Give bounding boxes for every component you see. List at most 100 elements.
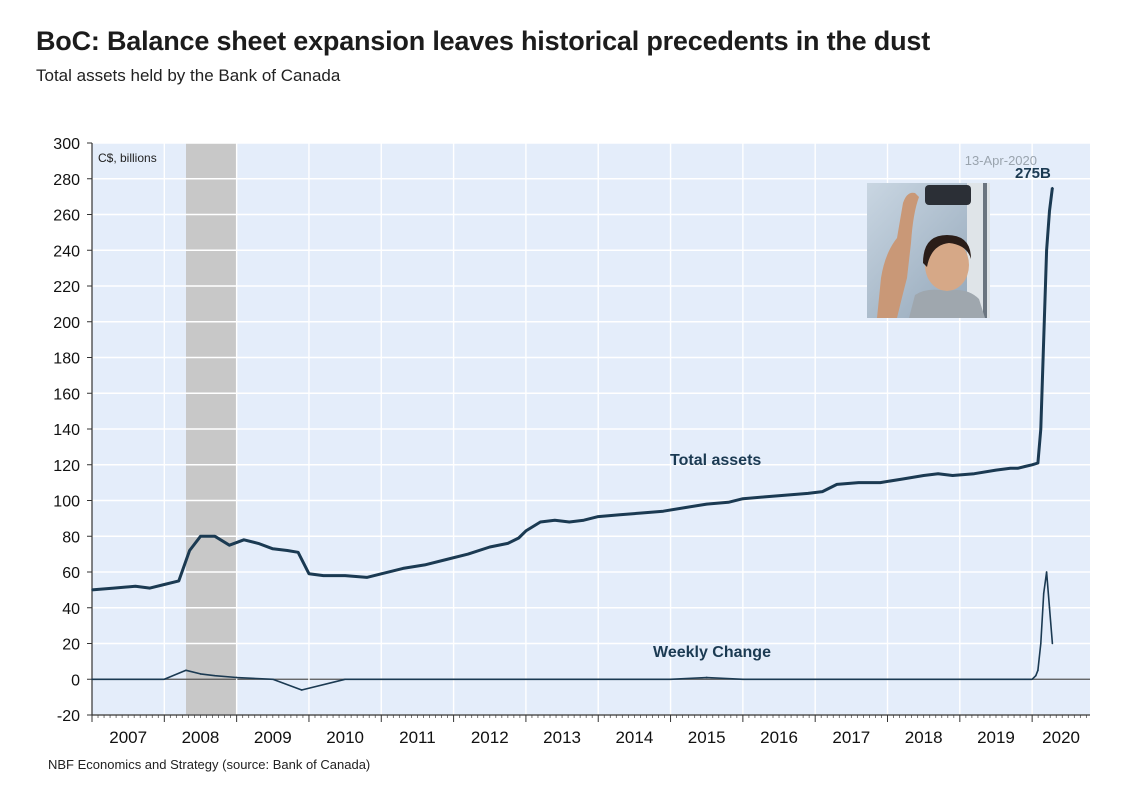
- data-point: [1042, 592, 1045, 595]
- selfie-photo: [867, 183, 990, 318]
- x-tick-label: 2007: [109, 728, 147, 747]
- data-point: [467, 553, 469, 555]
- data-point: [1034, 674, 1037, 677]
- data-point: [951, 474, 954, 477]
- y-tick-label: 80: [62, 529, 80, 546]
- data-point: [344, 678, 346, 681]
- y-tick-label: 40: [62, 601, 80, 618]
- y-tick-label: 60: [62, 565, 80, 582]
- y-tick-label: 120: [53, 458, 80, 475]
- data-point: [243, 539, 245, 541]
- chart-subtitle: Total assets held by the Bank of Canada: [36, 66, 341, 85]
- data-point: [785, 494, 788, 496]
- y-tick-label: -20: [57, 708, 80, 725]
- x-tick-label: 2013: [543, 728, 581, 747]
- data-point: [507, 542, 509, 545]
- data-point: [1040, 428, 1042, 430]
- x-tick-label: 2018: [905, 728, 943, 747]
- x-tick-label: 2014: [615, 728, 653, 747]
- data-point: [597, 515, 600, 518]
- data-point: [366, 576, 368, 579]
- data-point: [177, 580, 180, 582]
- chart-title: BoC: Balance sheet expansion leaves hist…: [36, 26, 930, 56]
- data-point: [163, 678, 166, 681]
- data-point: [1037, 669, 1039, 672]
- unit-label: C$, billions: [98, 151, 157, 165]
- x-tick-label: 2009: [254, 728, 292, 747]
- y-tick-label: 140: [53, 422, 80, 439]
- y-tick-label: 280: [53, 172, 80, 189]
- data-point: [554, 519, 556, 521]
- data-point: [742, 497, 744, 500]
- data-point: [91, 589, 93, 591]
- data-point: [322, 574, 325, 577]
- y-tick-label: 20: [62, 637, 80, 654]
- x-tick-label: 2008: [182, 728, 220, 747]
- data-point: [821, 490, 824, 493]
- data-point: [1024, 465, 1026, 468]
- data-point: [807, 492, 809, 495]
- data-point: [1024, 678, 1026, 681]
- data-point: [1016, 467, 1019, 470]
- data-point: [1051, 642, 1054, 645]
- x-tick-label: 2016: [760, 728, 798, 747]
- series-label-total-assets: Total assets: [670, 452, 761, 469]
- y-tick-label: 240: [53, 243, 80, 260]
- data-point: [727, 501, 730, 504]
- data-point: [582, 519, 585, 521]
- x-tick-label: 2019: [977, 728, 1015, 747]
- data-point: [705, 676, 708, 679]
- data-point: [423, 564, 426, 566]
- data-point: [922, 474, 925, 477]
- data-point: [271, 678, 274, 681]
- data-point: [640, 512, 643, 514]
- data-point: [344, 574, 346, 577]
- data-point: [286, 549, 289, 552]
- data-point: [112, 587, 115, 589]
- data-point: [742, 678, 744, 681]
- data-point: [857, 481, 860, 484]
- data-point: [199, 673, 202, 675]
- data-point: [879, 481, 882, 484]
- data-point: [235, 676, 238, 679]
- x-tick-label: 2011: [399, 728, 436, 747]
- data-point: [1051, 186, 1054, 189]
- data-point: [568, 521, 571, 523]
- y-tick-label: 160: [53, 386, 80, 403]
- data-point: [684, 506, 686, 509]
- y-tick-label: 0: [71, 672, 80, 689]
- data-point: [1045, 571, 1048, 573]
- data-point: [445, 558, 448, 561]
- y-tick-label: 260: [53, 208, 80, 225]
- data-point: [1040, 642, 1042, 645]
- data-point: [452, 678, 455, 681]
- peak-label: 275B: [1015, 165, 1051, 182]
- x-tick-label: 2017: [832, 728, 870, 747]
- data-point: [300, 689, 303, 691]
- y-tick-label: 200: [53, 315, 80, 332]
- data-point: [539, 521, 542, 523]
- data-point: [185, 669, 187, 672]
- data-point: [1045, 249, 1048, 252]
- data-point: [91, 678, 93, 681]
- data-point: [1031, 678, 1033, 681]
- data-point: [228, 544, 231, 546]
- data-point: [525, 530, 527, 532]
- data-point: [1009, 467, 1012, 470]
- data-point: [959, 678, 961, 681]
- data-point: [886, 678, 889, 681]
- x-tick-label: 2015: [688, 728, 726, 747]
- data-point: [1048, 606, 1051, 609]
- data-point: [199, 535, 202, 538]
- data-point: [705, 503, 708, 505]
- data-point: [402, 567, 404, 570]
- x-tick-label: 2010: [326, 728, 364, 747]
- data-point: [214, 535, 216, 538]
- data-point: [488, 546, 491, 548]
- source-note: NBF Economics and Strategy (source: Bank…: [48, 757, 371, 772]
- data-point: [995, 469, 997, 471]
- data-point: [973, 472, 976, 475]
- data-point: [257, 542, 260, 545]
- data-point: [814, 678, 816, 681]
